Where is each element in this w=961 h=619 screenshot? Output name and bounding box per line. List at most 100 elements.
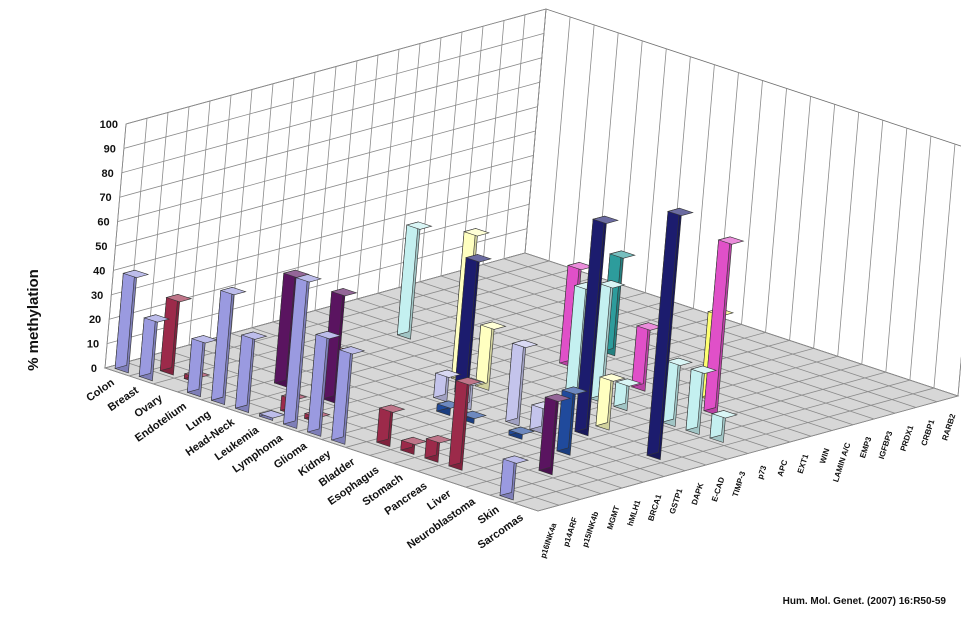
bar-Lung-MGMT (274, 269, 310, 388)
value-gridline (111, 179, 532, 296)
back-wall-gridline (692, 64, 715, 309)
y-axis-label: % methylation (25, 269, 42, 371)
gene-label: WIN (818, 447, 831, 465)
gene-label: TIMP-3 (731, 470, 748, 498)
bar-top-face (508, 426, 536, 435)
back-wall-gridline (909, 136, 932, 381)
bar-Liver-BRCA1 (556, 386, 588, 456)
bar-top-face (690, 365, 718, 374)
back-wall-gridline (572, 24, 595, 269)
floor-gridline (314, 310, 749, 454)
gene-label: EMP3 (858, 435, 873, 459)
bar-Skin-p73 (709, 410, 738, 443)
y-tick-label: 20 (89, 314, 101, 326)
bar-top-face (717, 236, 745, 245)
back-wall-gridline (885, 128, 908, 373)
bar-Leukemia-p16INK4a (258, 410, 286, 421)
bar-top-face (165, 293, 193, 303)
y-tick-label: 70 (99, 192, 111, 204)
bar-Pancreas-DAPK (574, 215, 619, 437)
gene-label: p16INK4a (539, 521, 559, 559)
gene-label: hMLH1 (626, 498, 643, 527)
bar-top-face (598, 280, 626, 289)
bar-top-face (378, 404, 406, 413)
bar-Kidney-p16INK4a (331, 346, 366, 445)
bar-top-face (561, 386, 588, 395)
gene-label: APC (776, 459, 790, 478)
bar-top-face (608, 250, 636, 259)
back-wall-gridline (741, 80, 763, 325)
chart-bars (114, 207, 745, 501)
back-wall-gridline (837, 112, 860, 357)
bar-Skin-DAPK (646, 207, 694, 461)
cancer-label: Liver (425, 487, 454, 512)
bar-top-face (666, 357, 693, 366)
bar-Pancreas-p14ARF (448, 377, 483, 471)
value-gridline (113, 155, 534, 271)
bar-Breast-p14ARF (159, 293, 193, 376)
gene-label: p15INK4b (580, 510, 600, 548)
cancer-label: Skin (476, 504, 502, 527)
source-citation: Hum. Mol. Genet. (2007) 16:R50-59 (783, 596, 947, 607)
bar-Glioma-DAPK (454, 253, 492, 397)
back-wall-gridline (789, 96, 812, 341)
bar-Colon-p16INK4a (114, 269, 150, 374)
bar-top-face (330, 288, 358, 297)
bar-Lymphoma-p16INK4a (283, 274, 322, 429)
bar-top-face (314, 330, 342, 340)
gene-label: DAPK (690, 482, 706, 507)
bar-top-face (479, 321, 507, 330)
bar-top-face (240, 331, 268, 340)
bar-Breast-p16INK4a (138, 314, 171, 382)
bar-Glioma-GSTP1 (433, 369, 462, 403)
back-wall-gridline (933, 144, 956, 389)
bar-top-face (219, 286, 247, 296)
bar-Neuroblastoma-MGMT (538, 393, 572, 476)
bar-Pancreas-E-CAD (595, 373, 626, 431)
y-tick-label: 30 (91, 290, 103, 302)
floor-gridline (482, 264, 917, 408)
floor-gridline (104, 367, 539, 512)
bar-top-face (592, 215, 619, 224)
floor-gridline (461, 269, 896, 414)
back-wall-gridline (813, 104, 836, 349)
bar-Glioma-E-CAD (475, 321, 507, 391)
value-gridline (121, 57, 542, 174)
gene-label: LAMIN A/C (831, 441, 852, 483)
bar-Glioma-p16INK4a (307, 330, 342, 437)
back-wall-gridline (548, 16, 571, 261)
y-tick-label: 80 (102, 168, 114, 180)
bar-top-face (455, 377, 483, 386)
gene-label: PRDX1 (899, 424, 916, 453)
y-tick-label: 100 (100, 119, 118, 131)
y-tick-label: 50 (95, 241, 107, 253)
bar-top-face (511, 339, 539, 349)
bar-Leukemia-MGMT (322, 287, 358, 404)
bar-Stomach-p14ARF (424, 434, 453, 463)
gene-label: CRBP1 (919, 418, 936, 447)
back-wall-gridline (644, 48, 667, 293)
value-gridline (115, 130, 536, 247)
bar-Neuroblastoma-p73 (685, 365, 718, 435)
y-tick-label: 90 (104, 143, 116, 155)
value-gridline (123, 33, 545, 149)
bar-top-face (405, 221, 433, 230)
bar-top-face (599, 373, 626, 382)
value-gridline (117, 106, 538, 222)
value-gridline (119, 81, 540, 198)
bar-top-face (544, 393, 572, 402)
bar-top-face (295, 274, 322, 283)
bar-top-face (463, 228, 490, 237)
gene-label: RARB2 (940, 412, 957, 442)
gene-label: E-CAD (710, 476, 726, 503)
bar-Endotelium-p16INK4a (186, 335, 218, 398)
bar-Stomach-p73 (613, 378, 642, 412)
bar-Lung-p16INK4a (211, 286, 247, 406)
y-tick-label: 40 (93, 265, 105, 277)
bar-top-face (614, 378, 642, 387)
gene-label: p14ARF (561, 516, 579, 548)
back-wall-gridline (765, 88, 787, 333)
y-tick-label: 10 (87, 339, 99, 351)
